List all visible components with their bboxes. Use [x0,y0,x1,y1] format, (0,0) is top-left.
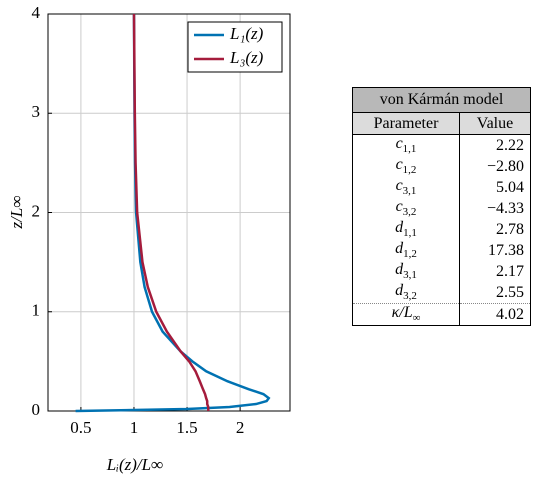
parameter-subscript: 1,1 [402,143,417,156]
parameter-subscript: 3,2 [403,290,417,303]
parameter-symbol: d [395,219,404,237]
table-row: c3,2 −4.33 [352,198,531,219]
table-header: Value [459,112,531,135]
parameter-symbol: c [395,156,403,174]
parameter-cell: d1,2 [352,240,460,261]
parameter-cell: d3,1 [352,261,460,282]
value-cell: 2.78 [459,219,531,240]
value-cell: 4.02 [459,303,531,326]
parameter-cell: κ/L∞ [352,303,460,326]
plot-frame [47,13,291,412]
value-cell: −2.80 [459,156,531,177]
table-title: von Kármán model [352,87,531,113]
parameter-cell: c1,2 [352,156,460,177]
y-tick-label: 3 [32,102,41,121]
value-cell: 5.04 [459,177,531,198]
parameter-symbol: κ/L [391,304,413,322]
x-axis-label: Lᵢ(z)/L∞ [106,455,163,474]
value-cell: 2.22 [459,134,531,156]
value-cell: 2.55 [459,282,531,304]
table-row: c1,1 2.22 [352,134,531,156]
table-row: κ/L∞ 4.02 [352,303,531,326]
value-cell: 2.17 [459,261,531,282]
legend-label: L₃(z) [229,48,264,67]
x-tick-label: 1 [130,418,139,437]
parameter-cell: d1,1 [352,219,460,240]
value-cell: 17.38 [459,240,531,261]
parameter-symbol: c [395,198,403,216]
parameter-subscript: 1,2 [402,164,417,177]
y-tick-label: 4 [32,3,41,22]
table-row: d3,2 2.55 [352,282,531,304]
legend-box [187,21,283,73]
line [132,13,210,411]
parameter-cell: c3,1 [352,177,460,198]
parameter-symbol: d [395,261,404,279]
y-tick-label: 1 [32,301,41,320]
table-row: d1,2 17.38 [352,240,531,261]
x-tick-label: 0.5 [70,418,91,437]
parameter-symbol: c [395,135,403,153]
x-tick-label: 1.5 [176,418,197,437]
parameter-subscript: 1,1 [403,227,417,240]
legend-label: L₁(z) [229,24,264,43]
table-row: c1,2 −2.80 [352,156,531,177]
parameter-symbol: d [395,282,404,300]
table-row: d3,1 2.17 [352,261,531,282]
table-header: Parameter [352,112,460,135]
line [75,13,271,413]
parameter-table: von Kármán model Parameter Value c1,1 2.22… [352,87,531,326]
y-tick-label: 2 [32,201,41,220]
table-row: c3,1 5.04 [352,177,531,198]
parameter-subscript: ∞ [412,312,421,325]
y-tick-label: 0 [32,400,41,419]
parameter-symbol: c [395,177,403,195]
parameter-subscript: 1,2 [403,248,417,261]
parameter-subscript: 3,2 [402,206,417,219]
value-cell: −4.33 [459,198,531,219]
parameter-symbol: d [395,240,404,258]
parameter-cell: c1,1 [352,134,460,156]
x-tick-label: 2 [236,418,245,437]
parameter-subscript: 3,1 [402,185,417,198]
y-axis-label: z/L∞ [7,196,26,230]
table-row: d1,1 2.78 [352,219,531,240]
parameter-subscript: 3,1 [403,269,417,282]
parameter-cell: d3,2 [352,282,460,304]
parameter-cell: c3,2 [352,198,460,219]
